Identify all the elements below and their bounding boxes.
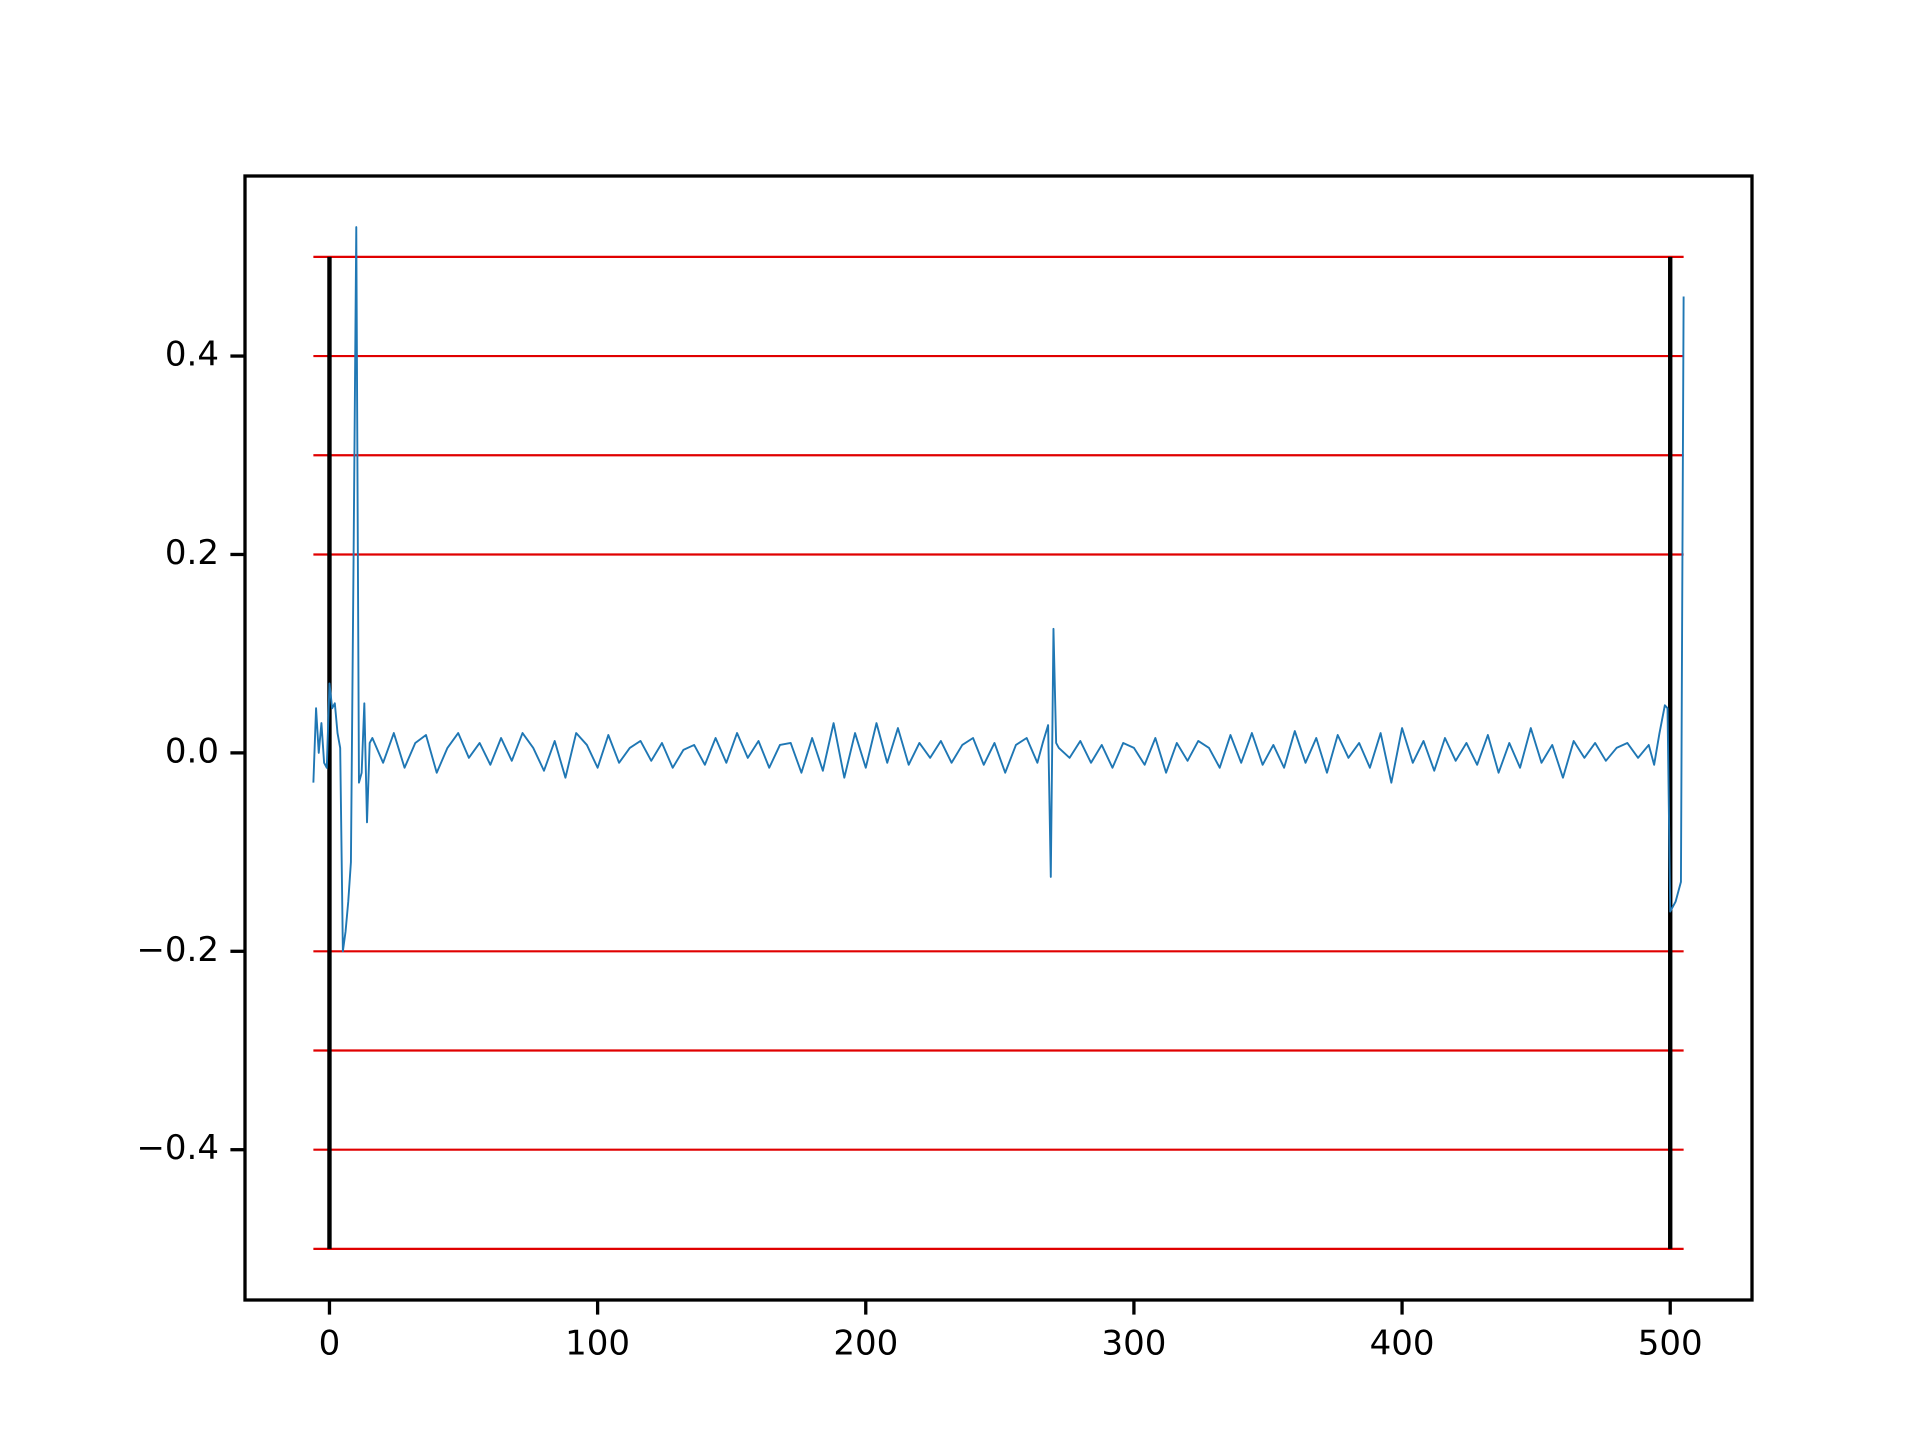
axes-frame	[243, 174, 1754, 1302]
y-tick-label: 0.0	[165, 731, 219, 771]
y-tick-label: 0.2	[165, 533, 219, 573]
y-tick-label: 0.4	[165, 335, 219, 375]
x-tick-label: 300	[1101, 1324, 1166, 1364]
x-tick-label: 100	[565, 1324, 630, 1364]
x-tick-label: 500	[1638, 1324, 1703, 1364]
y-tick-label: −0.4	[136, 1128, 219, 1168]
x-tick-label: 200	[833, 1324, 898, 1364]
x-tick-label: 400	[1370, 1324, 1435, 1364]
x-tick-label: 0	[319, 1324, 341, 1364]
y-tick-label: −0.2	[136, 930, 219, 970]
data-line	[312, 226, 1685, 953]
